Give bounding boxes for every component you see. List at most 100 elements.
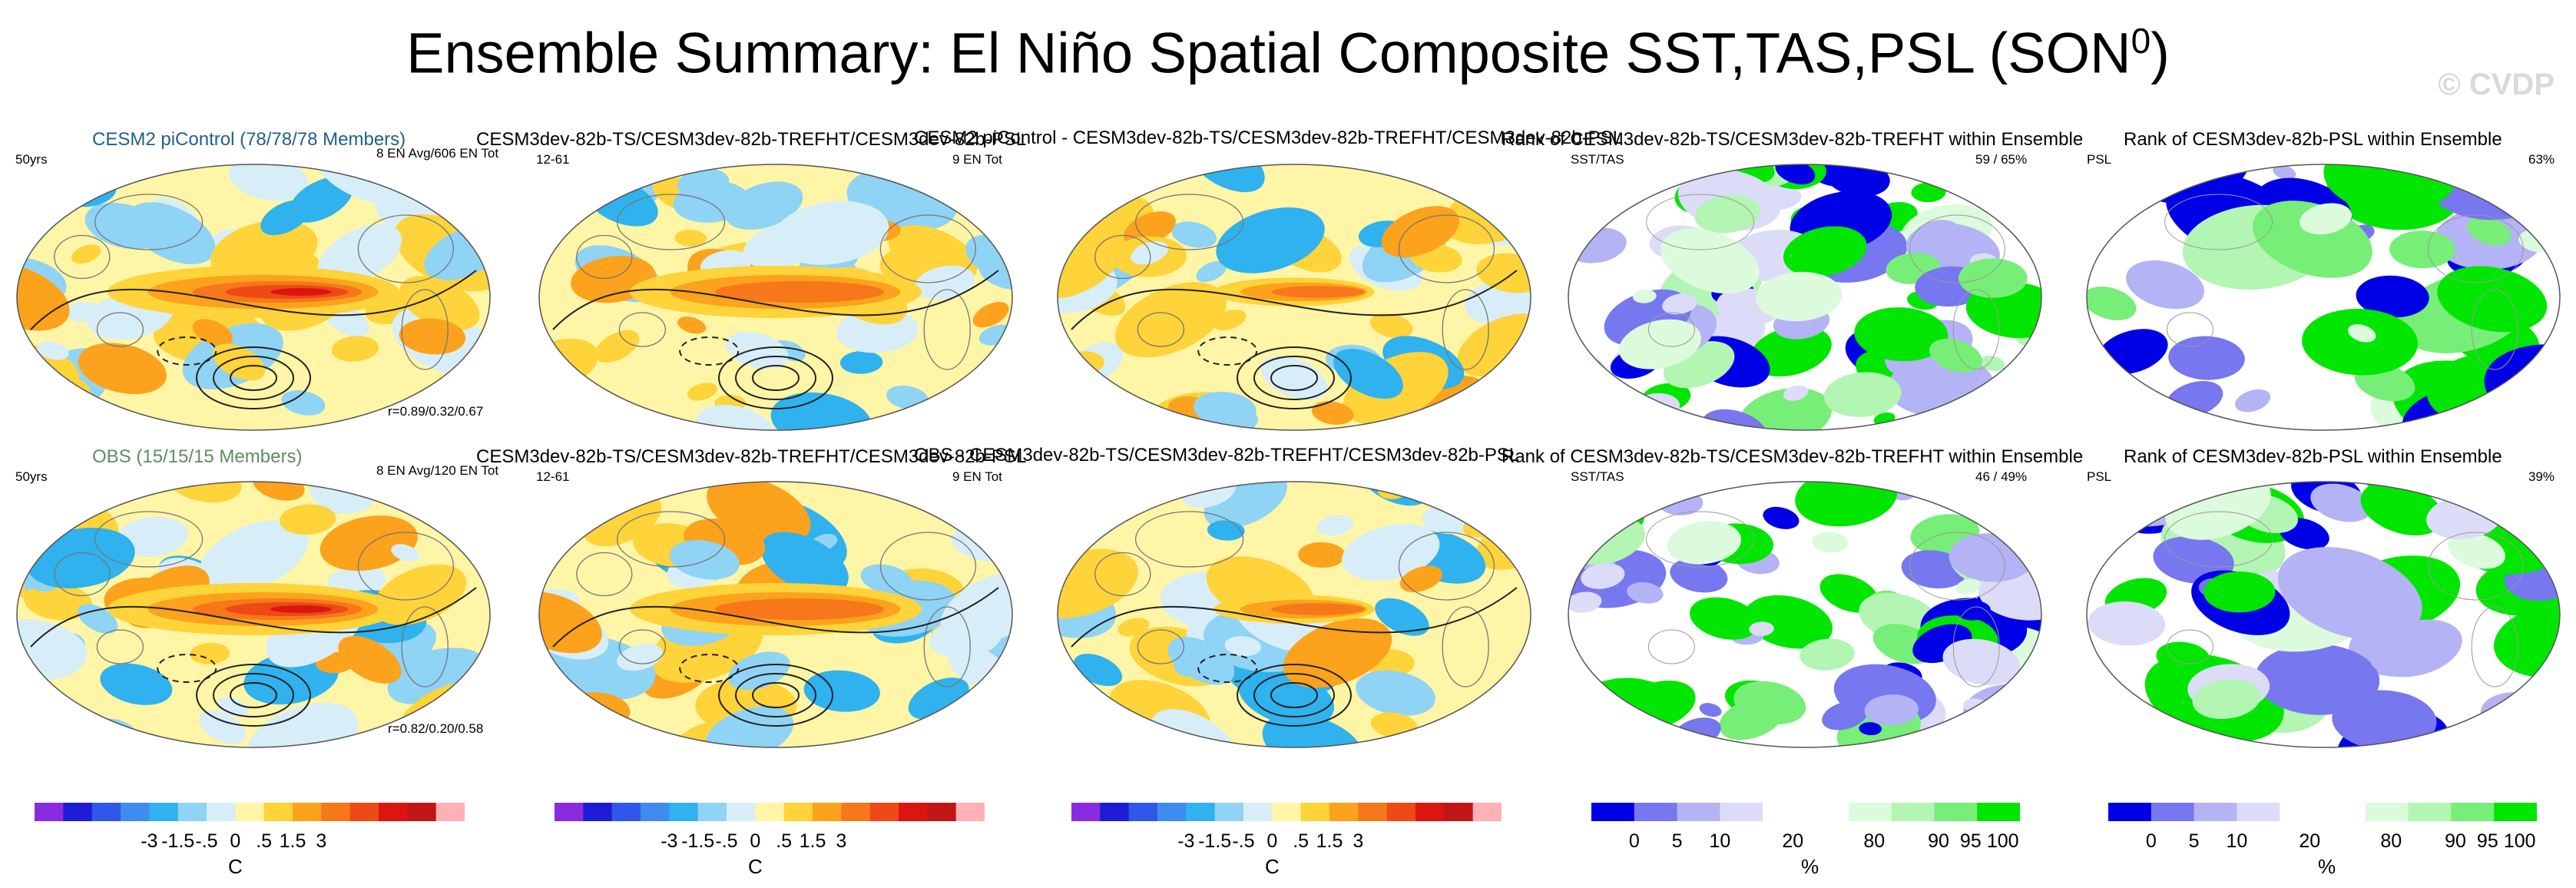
- colorbar-swatch: [2408, 803, 2452, 821]
- panel-left-label: PSL: [2087, 469, 2112, 484]
- colorbar-tick-label: 90: [1928, 830, 1949, 852]
- anomaly-map: [1057, 481, 1531, 748]
- colorbar-tick-label: -3: [1177, 830, 1195, 852]
- colorbar-swatch: [1157, 803, 1187, 821]
- colorbar-tick-label: 0: [750, 830, 761, 852]
- colorbar-swatch: [35, 803, 64, 821]
- rank-map: [1568, 481, 2042, 748]
- colorbar-swatch: [2280, 803, 2323, 821]
- anomaly-map: [16, 481, 491, 748]
- colorbar-swatch: [63, 803, 93, 821]
- colorbar-swatch: [121, 803, 150, 821]
- colorbar-swatch: [149, 803, 179, 821]
- colorbar-unit: %: [1801, 855, 1819, 878]
- colorbar-swatch: [727, 803, 756, 821]
- colorbar-swatch: [1591, 803, 1635, 821]
- colorbar-tick-label: 10: [2226, 830, 2248, 852]
- colorbar-swatch: [2494, 803, 2537, 821]
- colorbar-swatch: [841, 803, 871, 821]
- colorbar-swatch: [1300, 803, 1330, 821]
- rank-map: [2086, 481, 2561, 748]
- colorbar-swatch: [955, 803, 985, 821]
- panel-right-label: 9 EN Tot: [952, 152, 1002, 167]
- colorbar-tick-label: -3: [661, 830, 678, 852]
- panel-title: OBS - CESM3dev-82b-TS/CESM3dev-82b-TREFH…: [914, 445, 1520, 466]
- colorbar-swatch: [2108, 803, 2152, 821]
- colorbar-swatch: [1763, 803, 1806, 821]
- colorbar-tick-label: 3: [316, 830, 327, 852]
- colorbar-swatch: [2151, 803, 2195, 821]
- panel-title: Rank of CESM3dev-82b-TS/CESM3dev-82b-TRE…: [1502, 129, 2084, 150]
- rank-map: [1568, 164, 2042, 431]
- colorbar-swatch: [1444, 803, 1474, 821]
- panel-left-label: PSL: [2087, 152, 2112, 167]
- anomaly-map: [538, 481, 1013, 748]
- colorbar-swatch: [2323, 803, 2366, 821]
- colorbar-tick-label: -.5: [195, 830, 218, 852]
- colorbar-swatch: [293, 803, 322, 821]
- colorbar-swatch: [611, 803, 641, 821]
- colorbar-unit: %: [2318, 855, 2336, 878]
- colorbar-swatch: [91, 803, 121, 821]
- colorbar-tick-label: -1.5: [161, 830, 195, 852]
- colorbar-tick-label: -.5: [715, 830, 738, 852]
- colorbar-tick-label: -1.5: [681, 830, 715, 852]
- colorbar-swatch: [697, 803, 727, 821]
- colorbar-unit: C: [1264, 855, 1280, 878]
- anomaly-map: [538, 164, 1013, 431]
- panel-right-label: 8 EN Avg/606 EN Tot: [376, 146, 499, 161]
- colorbar-swatch: [1415, 803, 1445, 821]
- colorbar-tick-label: 0: [1266, 830, 1278, 852]
- panel-left-label: 12-61: [536, 152, 570, 167]
- panel-right-label: 46 / 49%: [1975, 469, 2028, 484]
- colorbar-swatch: [379, 803, 408, 821]
- colorbar-swatch: [927, 803, 957, 821]
- colorbar-tick-label: 0: [1628, 830, 1640, 852]
- panel-left-label: 50yrs: [15, 152, 48, 167]
- colorbar-swatch: [1186, 803, 1216, 821]
- colorbar-swatch: [2194, 803, 2237, 821]
- colorbar-swatch: [869, 803, 899, 821]
- rank-map: [2086, 164, 2561, 431]
- colorbar-swatch: [813, 803, 842, 821]
- rank-colorbar: [2108, 803, 2537, 821]
- colorbar-swatch: [263, 803, 293, 821]
- colorbar-swatch: [1071, 803, 1101, 821]
- panel-title: Rank of CESM3dev-82b-PSL within Ensemble: [2124, 446, 2502, 467]
- cvdp-watermark: © CVDP: [2438, 68, 2554, 101]
- panel-left-label: 50yrs: [15, 469, 48, 484]
- colorbar-swatch: [177, 803, 207, 821]
- colorbar-tick-label: -1.5: [1198, 830, 1232, 852]
- panel-right-label: 59 / 65%: [1975, 152, 2028, 167]
- colorbar-tick-label: .5: [256, 830, 273, 852]
- colorbar-swatch: [1472, 803, 1502, 821]
- colorbar-swatch: [207, 803, 236, 821]
- colorbar-swatch: [1634, 803, 1678, 821]
- colorbar-tick-label: 5: [2188, 830, 2200, 852]
- panel-title: CESM3dev-82b-TS/CESM3dev-82b-TREFHT/CESM…: [476, 129, 1027, 150]
- colorbar-swatch: [435, 803, 465, 821]
- colorbar-swatch: [755, 803, 785, 821]
- colorbar-tick-label: 95: [1959, 830, 1982, 852]
- colorbar-swatch: [1272, 803, 1302, 821]
- colorbar-tick-label: 0: [230, 830, 241, 852]
- colorbar-unit: C: [747, 855, 763, 878]
- colorbar-tick-label: 20: [1782, 830, 1804, 852]
- panel-title: CESM3dev-82b-TS/CESM3dev-82b-TREFHT/CESM…: [476, 446, 1027, 467]
- colorbar-tick-label: 1.5: [279, 830, 306, 852]
- rank-colorbar: [1591, 803, 2020, 821]
- colorbar-swatch: [2365, 803, 2409, 821]
- colorbar-tick-label: .5: [1293, 830, 1310, 852]
- panel-title: CESM2 piControl (78/78/78 Members): [92, 129, 406, 150]
- panel-title: OBS (15/15/15 Members): [92, 446, 303, 467]
- colorbar-swatch: [899, 803, 928, 821]
- colorbar-swatch: [783, 803, 813, 821]
- colorbar-tick-label: 3: [1353, 830, 1364, 852]
- colorbar-swatch: [2451, 803, 2495, 821]
- colorbar-tick-label: -.5: [1232, 830, 1255, 852]
- panel-title: CESM2 piControl - CESM3dev-82b-TS/CESM3d…: [914, 128, 1623, 148]
- colorbar-unit: C: [227, 855, 243, 878]
- colorbar-swatch: [1386, 803, 1416, 821]
- colorbar-swatch: [1329, 803, 1359, 821]
- anomaly-colorbar: [555, 803, 985, 821]
